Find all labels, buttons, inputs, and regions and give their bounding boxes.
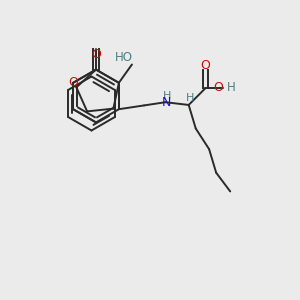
Text: O: O: [200, 58, 210, 71]
Text: O: O: [213, 81, 223, 94]
Text: O: O: [68, 76, 78, 89]
Text: H: H: [163, 91, 171, 100]
Text: H: H: [186, 93, 194, 103]
Text: N: N: [162, 96, 171, 109]
Text: HO: HO: [115, 51, 133, 64]
Text: H: H: [227, 81, 236, 94]
Text: O: O: [91, 47, 101, 61]
